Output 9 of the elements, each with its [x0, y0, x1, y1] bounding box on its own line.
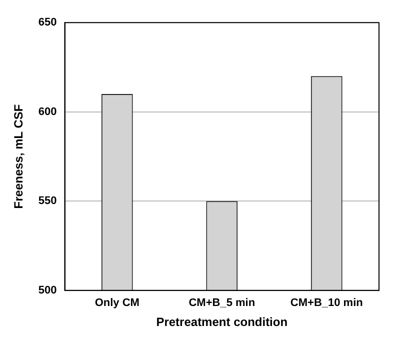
y-tick-label: 550: [38, 195, 57, 208]
y-tick-label: 500: [38, 284, 57, 296]
x-tick-label: CM+B_5 min: [188, 297, 256, 310]
y-axis-title: Freeness, mL CSF: [12, 104, 26, 209]
y-tick-label: 600: [38, 106, 57, 118]
x-tick-label: CM+B_10 min: [290, 297, 364, 310]
x-axis-title: Pretreatment condition: [156, 315, 288, 330]
y-tick-label: 650: [38, 16, 57, 29]
x-tick-label: Only CM: [94, 297, 140, 310]
